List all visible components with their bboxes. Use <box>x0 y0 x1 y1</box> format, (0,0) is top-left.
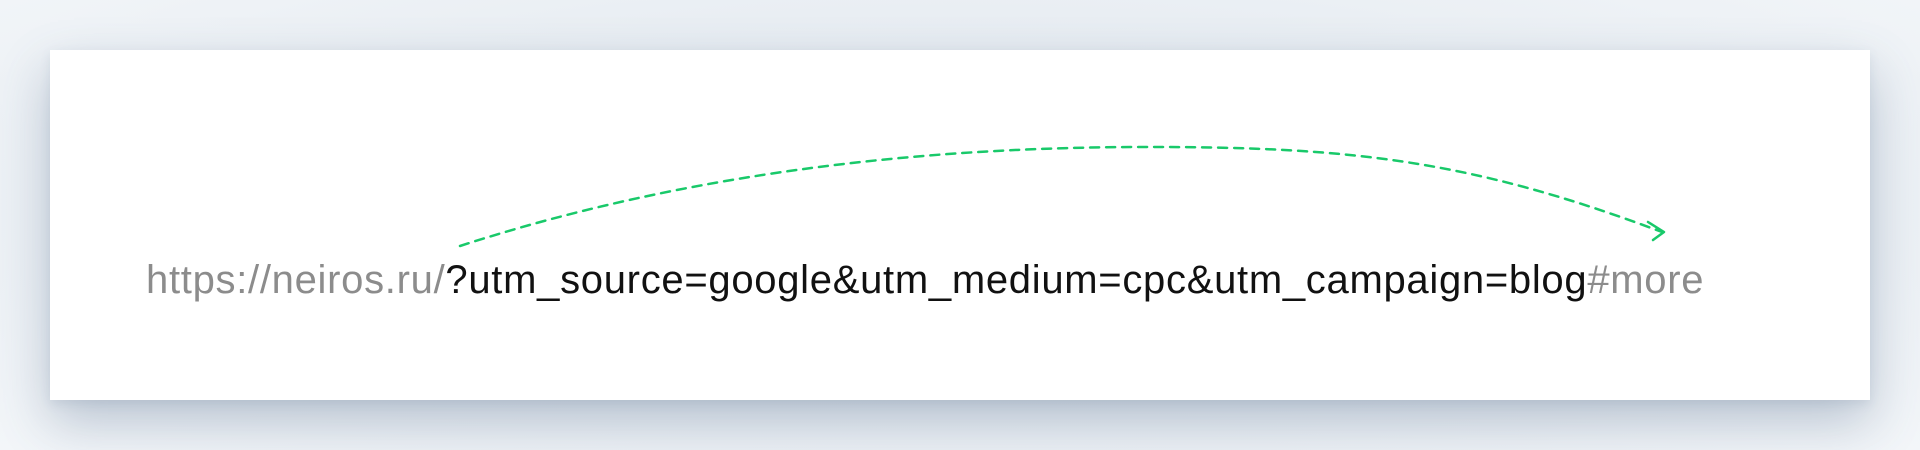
url-text: https://neiros.ru/?utm_source=google&utm… <box>146 255 1704 305</box>
arrow-head <box>1646 220 1666 242</box>
url-base: https://neiros.ru/ <box>146 258 446 302</box>
url-anchor: #more <box>1587 258 1705 302</box>
url-utm-params: ?utm_source=google&utm_medium=cpc&utm_ca… <box>445 258 1588 302</box>
arrow-path <box>458 145 1664 248</box>
url-card: https://neiros.ru/?utm_source=google&utm… <box>50 50 1870 400</box>
curved-arrow-icon <box>458 145 1666 248</box>
